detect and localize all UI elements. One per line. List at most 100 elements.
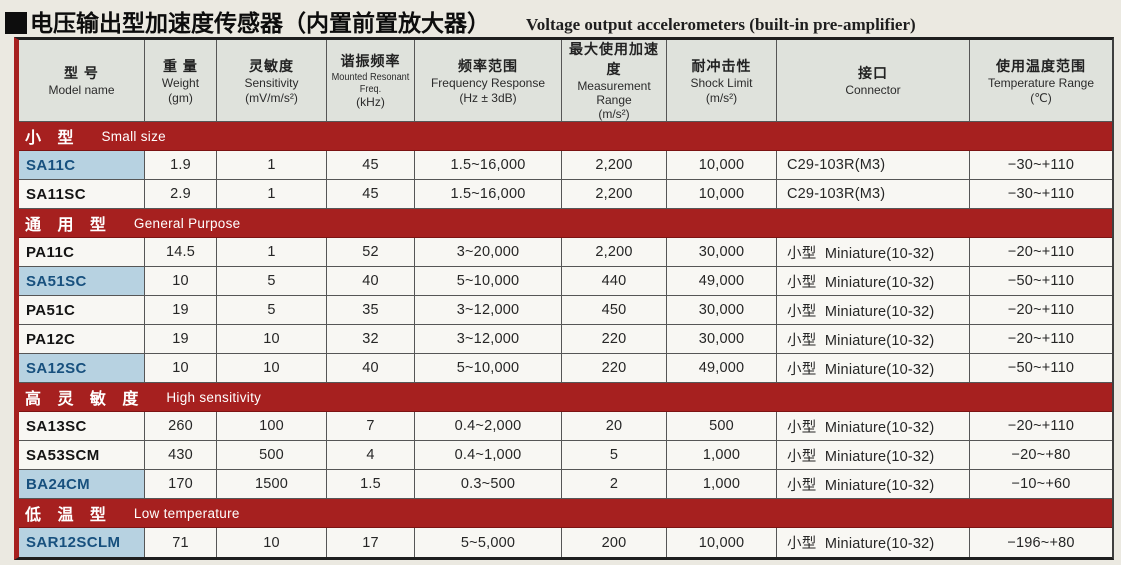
connector-cell: 小型 Miniature(10-32) <box>777 238 970 267</box>
temperature-range-cell: −50~+110 <box>970 354 1112 383</box>
section-header-general-purpose: 通 用 型 General Purpose <box>19 209 1112 238</box>
column-header-unit: (gm) <box>168 90 193 105</box>
connector-cell: 小型 Miniature(10-32) <box>777 470 970 499</box>
column-header-unit: (m/s²) <box>598 107 630 122</box>
weight-cell: 19 <box>145 325 217 354</box>
temperature-range-cell: −20~+80 <box>970 441 1112 470</box>
sensitivity-cell: 10 <box>217 354 327 383</box>
shock-limit-cell: 1,000 <box>667 470 777 499</box>
column-header-temperature-range: 使用温度范围 Temperature Range (℃) <box>970 40 1112 122</box>
column-header-unit: (℃) <box>1030 90 1052 105</box>
sensitivity-cell: 1500 <box>217 470 327 499</box>
model-name-cell: SA11C <box>19 151 145 180</box>
column-header-unit: (kHz) <box>356 95 385 110</box>
shock-limit-cell: 49,000 <box>667 354 777 383</box>
column-header-en: Measurement Range <box>577 78 651 107</box>
column-header-en: Connector <box>845 82 901 97</box>
measurement-range-cell: 200 <box>562 528 667 557</box>
weight-cell: 1.9 <box>145 151 217 180</box>
column-header-zh: 重 量 <box>163 57 198 74</box>
measurement-range-cell: 5 <box>562 441 667 470</box>
table-row-pa51c: PA51C 19 5 35 3~12,000 450 30,000 小型 Min… <box>19 296 1112 325</box>
frequency-response-cell: 1.5~16,000 <box>415 180 562 209</box>
column-header-connector: 接口 Connector <box>777 40 970 122</box>
frequency-response-cell: 5~10,000 <box>415 267 562 296</box>
sensitivity-cell: 10 <box>217 528 327 557</box>
weight-cell: 10 <box>145 354 217 383</box>
weight-cell: 2.9 <box>145 180 217 209</box>
resonant-freq-cell: 1.5 <box>327 470 415 499</box>
column-header-frequency-response: 频率范围 Frequency Response (Hz ± 3dB) <box>415 40 562 122</box>
connector-cell: 小型 Miniature(10-32) <box>777 325 970 354</box>
section-title-zh: 小 型 <box>25 130 80 147</box>
title-bar: 电压输出型加速度传感器（内置前置放大器） Voltage output acce… <box>0 0 1121 36</box>
column-header-shock-limit: 耐冲击性 Shock Limit (m/s²) <box>667 40 777 122</box>
model-name-cell: SA12SC <box>19 354 145 383</box>
section-title-zh: 低 温 型 <box>25 507 112 524</box>
page-title: 电压输出型加速度传感器（内置前置放大器） <box>30 9 490 36</box>
weight-cell: 19 <box>145 296 217 325</box>
temperature-range-cell: −30~+110 <box>970 180 1112 209</box>
connector-cell: 小型 Miniature(10-32) <box>777 296 970 325</box>
section-title-zh: 高 灵 敏 度 <box>25 391 145 408</box>
measurement-range-cell: 2 <box>562 470 667 499</box>
table-row-sa13sc: SA13SC 260 100 7 0.4~2,000 20 500 小型 Min… <box>19 412 1112 441</box>
resonant-freq-cell: 32 <box>327 325 415 354</box>
model-name-cell: SA51SC <box>19 267 145 296</box>
shock-limit-cell: 10,000 <box>667 151 777 180</box>
shock-limit-cell: 500 <box>667 412 777 441</box>
weight-cell: 430 <box>145 441 217 470</box>
table-row-sa11sc: SA11SC 2.9 1 45 1.5~16,000 2,200 10,000 … <box>19 180 1112 209</box>
temperature-range-cell: −50~+110 <box>970 267 1112 296</box>
model-name-cell: BA24CM <box>19 470 145 499</box>
temperature-range-cell: −30~+110 <box>970 151 1112 180</box>
column-header-unit: (Hz ± 3dB) <box>459 90 517 105</box>
section-header-low-temperature: 低 温 型 Low temperature <box>19 499 1112 528</box>
section-header-small-size: 小 型 Small size <box>19 122 1112 151</box>
weight-cell: 10 <box>145 267 217 296</box>
column-header-en: Shock Limit <box>690 75 753 90</box>
frequency-response-cell: 5~5,000 <box>415 528 562 557</box>
resonant-freq-cell: 4 <box>327 441 415 470</box>
shock-limit-cell: 10,000 <box>667 180 777 209</box>
table-row-sa12sc: SA12SC 10 10 40 5~10,000 220 49,000 小型 M… <box>19 354 1112 383</box>
column-header-sensitivity: 灵敏度 Sensitivity (mV/m/s²) <box>217 40 327 122</box>
column-header-zh: 灵敏度 <box>249 57 294 74</box>
column-header-resonant-freq: 谐振频率 Mounted Resonant Freq. (kHz) <box>327 40 415 122</box>
sensitivity-cell: 100 <box>217 412 327 441</box>
model-name-cell: PA11C <box>19 238 145 267</box>
model-name-cell: SA13SC <box>19 412 145 441</box>
model-name-cell: PA12C <box>19 325 145 354</box>
shock-limit-cell: 10,000 <box>667 528 777 557</box>
temperature-range-cell: −20~+110 <box>970 412 1112 441</box>
sensitivity-cell: 1 <box>217 180 327 209</box>
measurement-range-cell: 2,200 <box>562 151 667 180</box>
spec-table: 型 号 Model name 重 量 Weight (gm) 灵敏度 Sensitivi… <box>14 37 1114 560</box>
column-header-zh: 使用温度范围 <box>996 57 1086 74</box>
column-header-zh: 谐振频率 <box>340 53 401 70</box>
frequency-response-cell: 3~12,000 <box>415 296 562 325</box>
model-name-cell: SA53SCM <box>19 441 145 470</box>
resonant-freq-cell: 45 <box>327 151 415 180</box>
resonant-freq-cell: 45 <box>327 180 415 209</box>
sensitivity-cell: 500 <box>217 441 327 470</box>
column-header-zh: 型 号 <box>64 64 99 81</box>
section-title-en: General Purpose <box>133 215 241 231</box>
temperature-range-cell: −20~+110 <box>970 238 1112 267</box>
sensitivity-cell: 5 <box>217 296 327 325</box>
shock-limit-cell: 30,000 <box>667 238 777 267</box>
sensitivity-cell: 1 <box>217 151 327 180</box>
column-header-weight: 重 量 Weight (gm) <box>145 40 217 122</box>
resonant-freq-cell: 7 <box>327 412 415 441</box>
column-header-en: Mounted Resonant Freq. <box>331 72 410 95</box>
column-header-en: Frequency Response <box>430 75 546 90</box>
column-header-en: Temperature Range <box>987 75 1095 90</box>
column-header-unit: (m/s²) <box>705 90 738 105</box>
weight-cell: 170 <box>145 470 217 499</box>
column-header-unit: (mV/m/s²) <box>245 90 298 105</box>
frequency-response-cell: 3~20,000 <box>415 238 562 267</box>
connector-cell: C29-103R(M3) <box>777 180 970 209</box>
connector-cell: 小型 Miniature(10-32) <box>777 528 970 557</box>
measurement-range-cell: 220 <box>562 354 667 383</box>
shock-limit-cell: 30,000 <box>667 296 777 325</box>
